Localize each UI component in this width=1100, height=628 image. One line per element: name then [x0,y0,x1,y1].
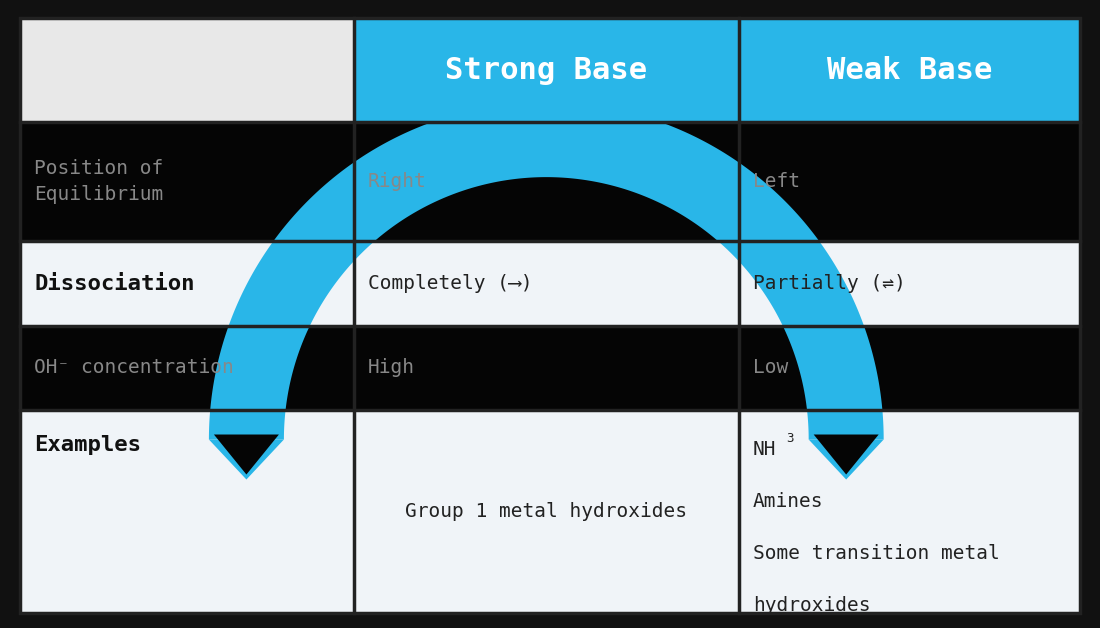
Text: Amines: Amines [752,492,823,511]
Text: Strong Base: Strong Base [446,55,648,85]
Polygon shape [213,435,279,475]
Text: Dissociation: Dissociation [34,274,195,294]
Text: Right: Right [367,172,427,191]
Text: NH: NH [752,440,777,458]
Text: Position of
Equilibrium: Position of Equilibrium [34,159,163,204]
Bar [20,18,354,122]
Polygon shape [209,102,883,440]
Text: Low: Low [752,359,788,377]
Text: Weak Base: Weak Base [827,55,992,85]
Bar [20,326,1080,409]
Text: OH⁻ concentration: OH⁻ concentration [34,359,233,377]
Text: Examples: Examples [34,435,141,455]
Text: Partially (⇌): Partially (⇌) [752,274,905,293]
Polygon shape [814,435,879,475]
Polygon shape [808,440,883,480]
Bar [354,18,1080,122]
Text: Completely (⟶): Completely (⟶) [367,274,532,293]
Polygon shape [235,129,857,440]
Bar [20,241,1080,326]
Text: 3: 3 [786,431,794,445]
Bar [20,409,1080,613]
Text: hydroxides: hydroxides [752,595,870,615]
Bar [20,122,1080,241]
Text: Some transition metal: Some transition metal [752,543,1000,563]
Text: High: High [367,359,415,377]
Text: Left: Left [752,172,800,191]
Polygon shape [209,440,284,480]
Text: Group 1 metal hydroxides: Group 1 metal hydroxides [405,502,688,521]
